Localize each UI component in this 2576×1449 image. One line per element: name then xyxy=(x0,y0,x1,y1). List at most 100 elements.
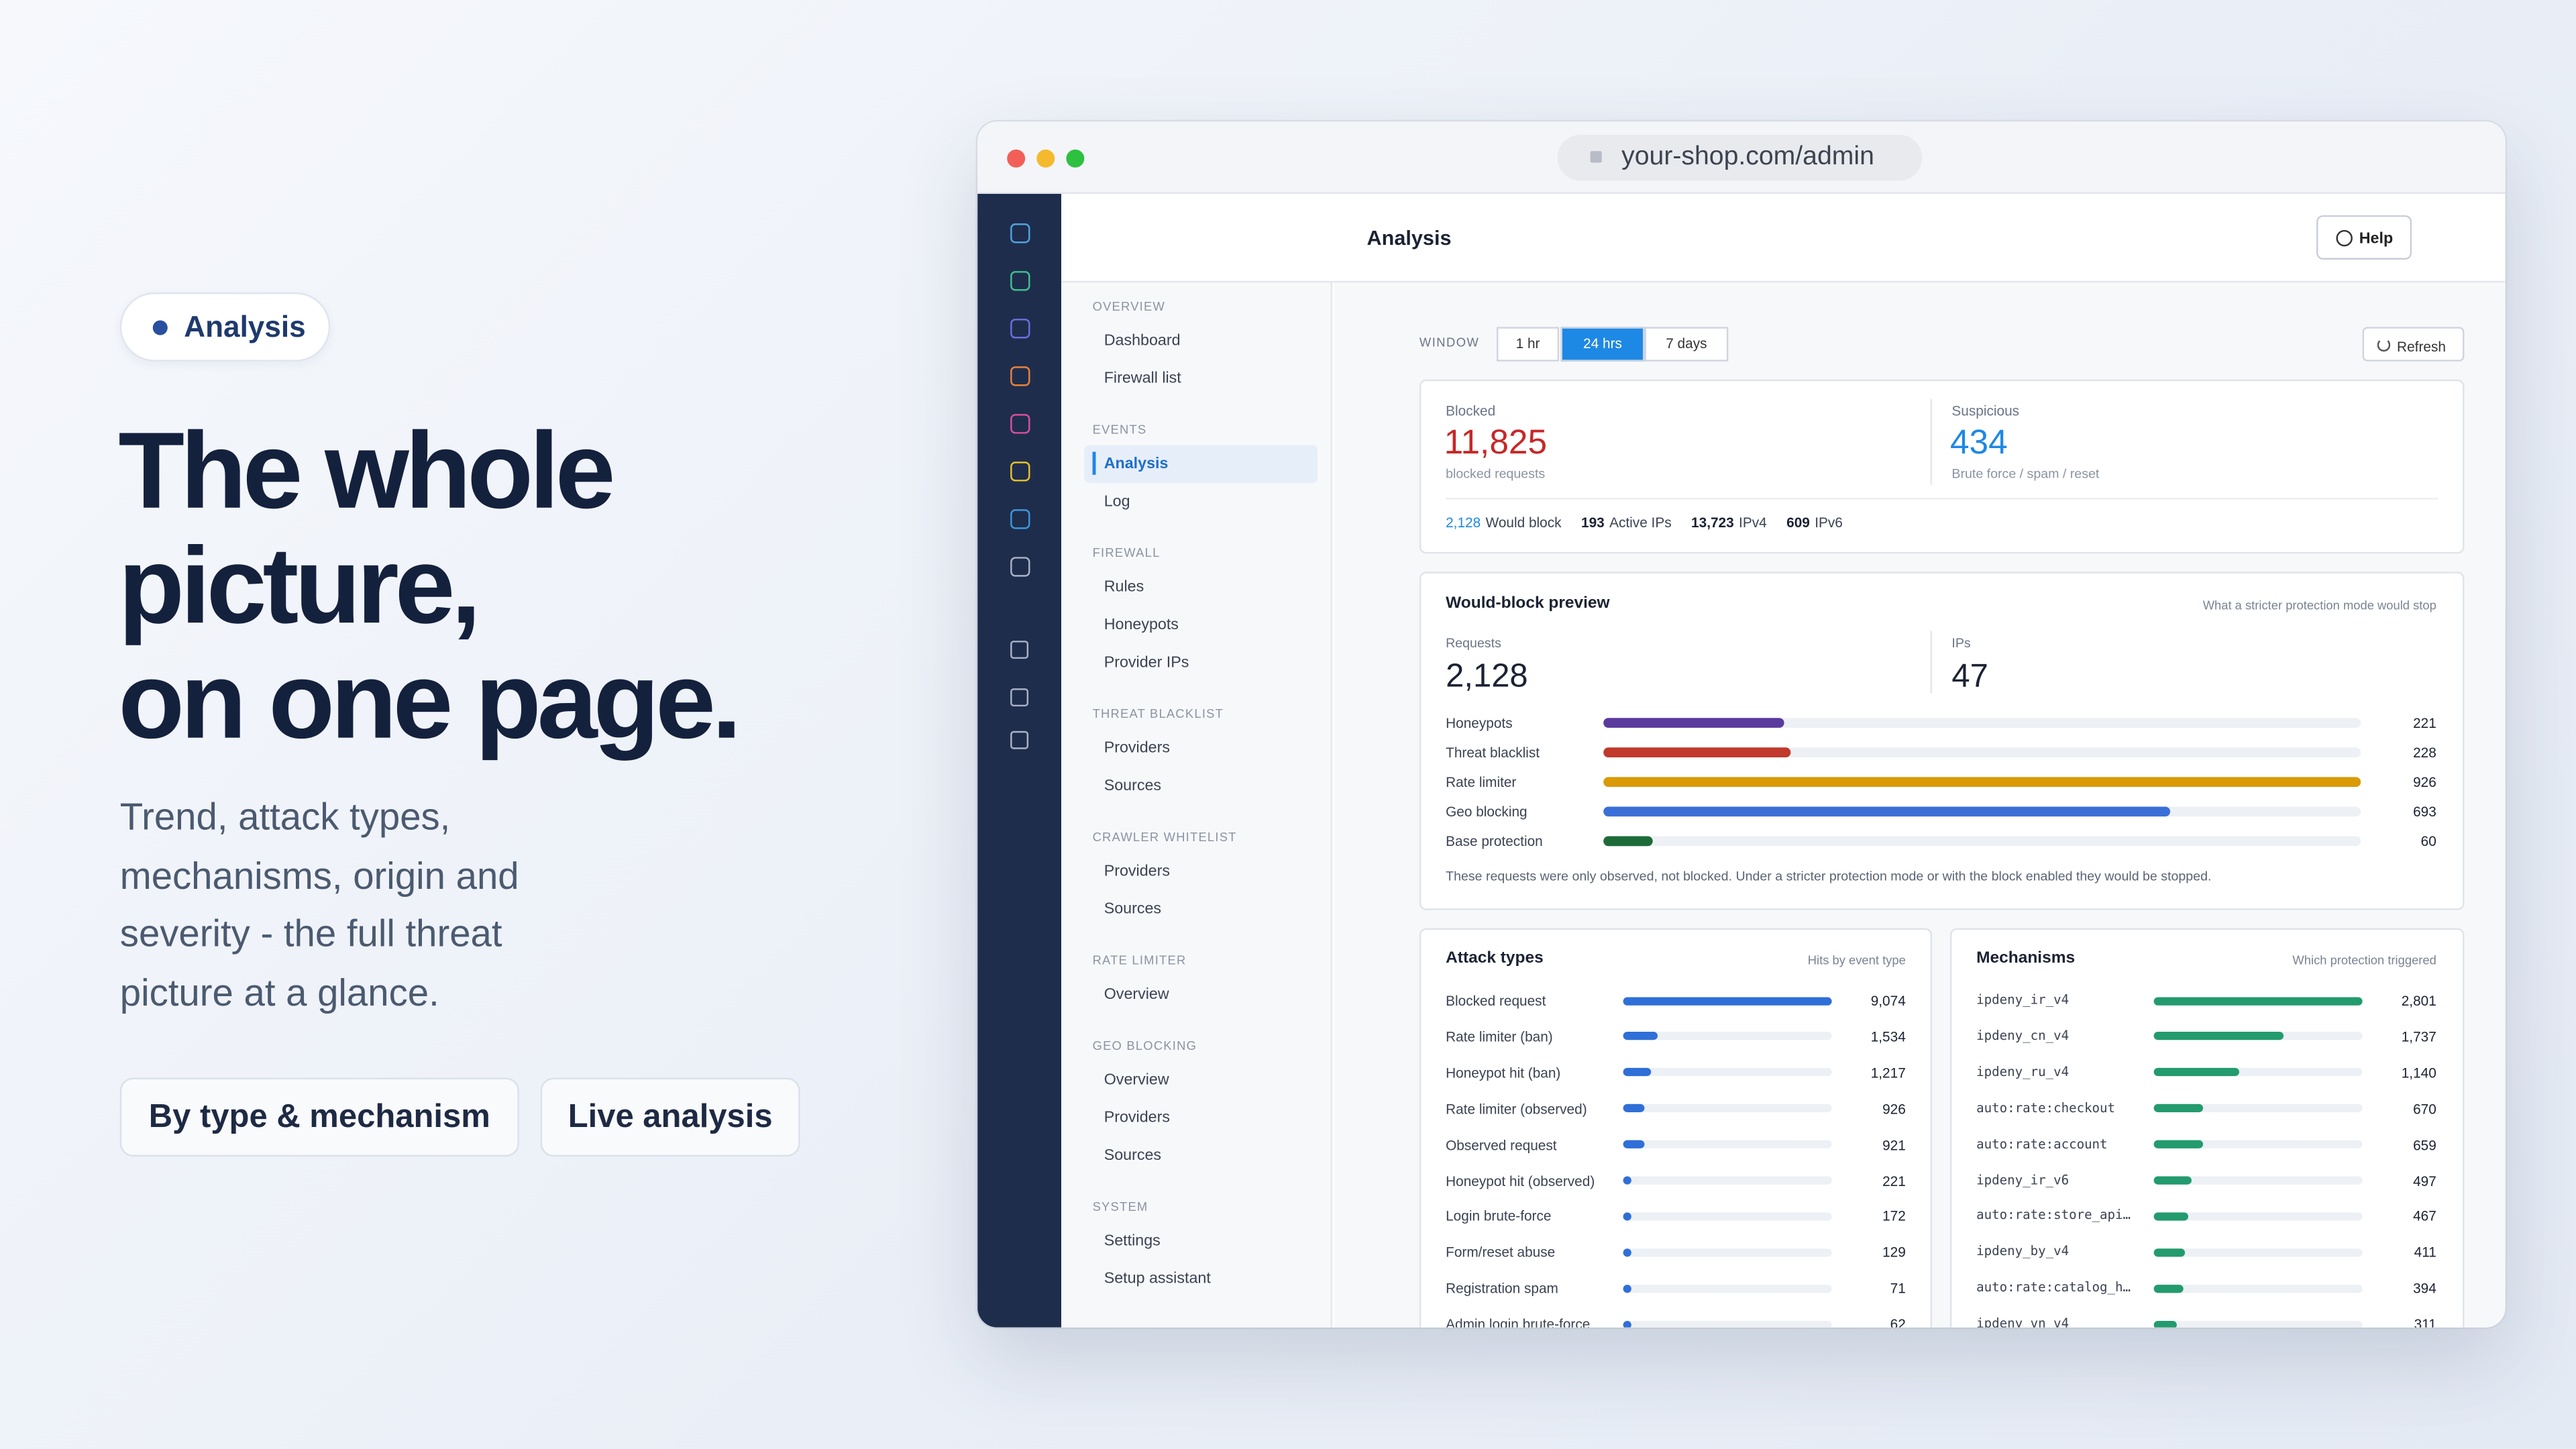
row-value: 60 xyxy=(2420,833,2436,850)
nav-item[interactable]: Dashboard xyxy=(1104,331,1181,350)
bar xyxy=(1623,1104,1645,1113)
nav-heading: CRAWLER WHITELIST xyxy=(1092,829,1237,845)
nav-item[interactable]: Log xyxy=(1104,492,1130,511)
bar-track xyxy=(1623,1212,1832,1221)
row-value: 9,074 xyxy=(1870,992,1906,1009)
row-value: 926 xyxy=(1882,1100,1906,1117)
window-option[interactable]: 24 hrs xyxy=(1560,327,1645,362)
bar-track xyxy=(1623,1068,1832,1077)
stat: 193 Active IPs xyxy=(1581,511,1672,534)
nav-item[interactable]: Sources xyxy=(1104,776,1162,795)
window-dot xyxy=(1036,149,1055,168)
sidebar-icon[interactable] xyxy=(1010,557,1030,577)
sidebar-icon[interactable] xyxy=(1010,414,1030,434)
badge-dot xyxy=(152,320,168,335)
row-label: Rate limiter (observed) xyxy=(1446,1100,1587,1117)
window-option[interactable]: 1 hr xyxy=(1497,327,1560,362)
bar-track xyxy=(2153,1104,2363,1113)
nav-item[interactable]: Rules xyxy=(1104,577,1144,596)
refresh-button[interactable]: Refresh xyxy=(2362,327,2465,362)
card xyxy=(1419,379,2465,554)
nav-item[interactable]: Honeypots xyxy=(1104,615,1179,634)
nav-heading: GEO BLOCKING xyxy=(1092,1038,1197,1053)
nav-item[interactable]: Overview xyxy=(1104,985,1169,1004)
row-label: auto:rate:account xyxy=(1976,1136,2108,1151)
card-note: Which protection triggered xyxy=(2292,953,2436,968)
nav-item[interactable]: Providers xyxy=(1104,861,1170,880)
divider xyxy=(1930,399,1933,485)
row-label: auto:rate:checkout xyxy=(1976,1100,2116,1116)
nav-item[interactable]: Providers xyxy=(1104,1108,1170,1126)
row-value: 62 xyxy=(1890,1316,1906,1333)
help-button[interactable]: Help xyxy=(2316,215,2412,260)
hero-button[interactable]: Live analysis xyxy=(540,1077,800,1157)
sidebar-icon[interactable] xyxy=(1010,641,1029,659)
row-value: 1,217 xyxy=(1870,1064,1906,1081)
nav-item[interactable]: Overview xyxy=(1104,1070,1169,1089)
sidebar-icon[interactable] xyxy=(1010,319,1030,339)
row-value: 497 xyxy=(2413,1172,2436,1189)
card-note: Hits by event type xyxy=(1807,953,1906,968)
bar-track xyxy=(2153,1212,2363,1221)
stat-label: IPv4 xyxy=(1739,514,1767,531)
bar xyxy=(2153,1248,2185,1256)
bar xyxy=(1623,1284,1631,1293)
stat-label: IPv6 xyxy=(1815,514,1843,531)
hero-button[interactable]: By type & mechanism xyxy=(119,1077,519,1157)
bar xyxy=(1623,1176,1631,1185)
kpi-value: 434 xyxy=(1949,423,2008,462)
sidebar-icon[interactable] xyxy=(1010,271,1030,291)
sidebar-icon[interactable] xyxy=(1010,366,1030,386)
row-label: ipdeny_by_v4 xyxy=(1976,1244,2070,1259)
bar-track xyxy=(1623,1140,1832,1149)
bar xyxy=(2153,1140,2203,1149)
sidebar-icon[interactable] xyxy=(1010,223,1030,244)
bar xyxy=(2153,1320,2178,1328)
nav-item[interactable]: Sources xyxy=(1104,1146,1162,1165)
nav-heading: OVERVIEW xyxy=(1092,299,1166,314)
sidebar-icon[interactable] xyxy=(1010,731,1029,749)
row-value: 670 xyxy=(2413,1100,2436,1117)
bar-track xyxy=(1603,747,2361,757)
bar xyxy=(1623,1212,1631,1221)
row-value: 467 xyxy=(2413,1208,2436,1225)
nav-item[interactable]: Settings xyxy=(1104,1231,1161,1250)
window-option[interactable]: 7 days xyxy=(1644,327,1729,362)
hero-title: picture, xyxy=(118,524,481,646)
row-label: ipdeny_ir_v4 xyxy=(1976,992,2070,1008)
nav-active-bar xyxy=(1092,451,1096,475)
help-icon xyxy=(2336,229,2353,247)
nav-heading: THREAT BLACKLIST xyxy=(1092,706,1224,722)
hero-subtitle: Trend, attack types, mechanisms, origin … xyxy=(119,795,519,1013)
sidebar-icon[interactable] xyxy=(1010,462,1030,482)
lock-icon xyxy=(1590,151,1602,163)
nav-heading: FIREWALL xyxy=(1092,545,1161,561)
stat-value: 13,723 xyxy=(1691,514,1734,531)
nav-item[interactable]: Providers xyxy=(1104,738,1170,757)
nav-item[interactable]: Analysis xyxy=(1104,454,1169,473)
row-label: Threat blacklist xyxy=(1446,744,1540,761)
row-value: 228 xyxy=(2413,744,2436,761)
url-bar xyxy=(1557,134,1923,181)
card-note: What a stricter protection mode would st… xyxy=(2202,598,2436,613)
sidebar-icon[interactable] xyxy=(1010,509,1030,529)
stat-label: Would block xyxy=(1485,514,1562,531)
bar-track xyxy=(1623,1284,1832,1293)
bar xyxy=(2153,1212,2189,1221)
nav-item[interactable]: Provider IPs xyxy=(1104,653,1189,672)
nav-item[interactable]: Firewall list xyxy=(1104,368,1181,387)
nav-item[interactable]: Setup assistant xyxy=(1104,1269,1211,1287)
row-label: Honeypot hit (observed) xyxy=(1446,1172,1595,1189)
stat-label: Active IPs xyxy=(1609,514,1672,531)
row-value: 2,801 xyxy=(2401,992,2436,1009)
kpi-label: Blocked xyxy=(1446,402,1496,419)
kpi-label: IPs xyxy=(1951,635,1971,650)
row-label: ipdeny_ru_v4 xyxy=(1976,1064,2070,1079)
card-title: Would-block preview xyxy=(1446,594,1610,613)
sidebar-icon[interactable] xyxy=(1010,688,1029,707)
stat: 609 IPv6 xyxy=(1786,511,1843,534)
nav-item[interactable]: Sources xyxy=(1104,899,1162,918)
bar-track xyxy=(1623,1320,1832,1328)
bar-track xyxy=(1623,1176,1832,1185)
page-title: Analysis xyxy=(1366,226,1452,250)
